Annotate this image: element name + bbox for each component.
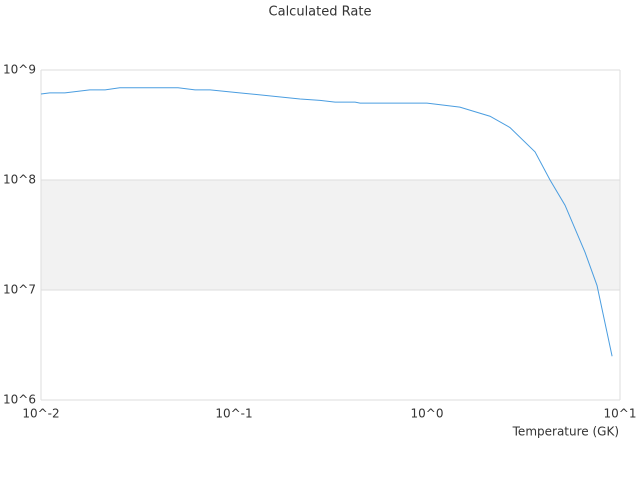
x-tick-label: 10^1 xyxy=(604,407,637,421)
y-tick-label: 10^8 xyxy=(3,173,36,187)
data-line xyxy=(40,87,613,357)
y-tick-label: 10^6 xyxy=(3,393,36,407)
x-axis-title: Temperature (GK) xyxy=(512,425,619,439)
band xyxy=(41,180,620,290)
x-tick-label: 10^-1 xyxy=(215,407,252,421)
chart-title: Calculated Rate xyxy=(269,5,372,20)
x-tick-label: 10^0 xyxy=(411,407,444,421)
y-tick-label: 10^9 xyxy=(3,63,36,77)
x-tick-label: 10^-2 xyxy=(22,407,59,421)
y-tick-label: 10^7 xyxy=(3,283,36,297)
